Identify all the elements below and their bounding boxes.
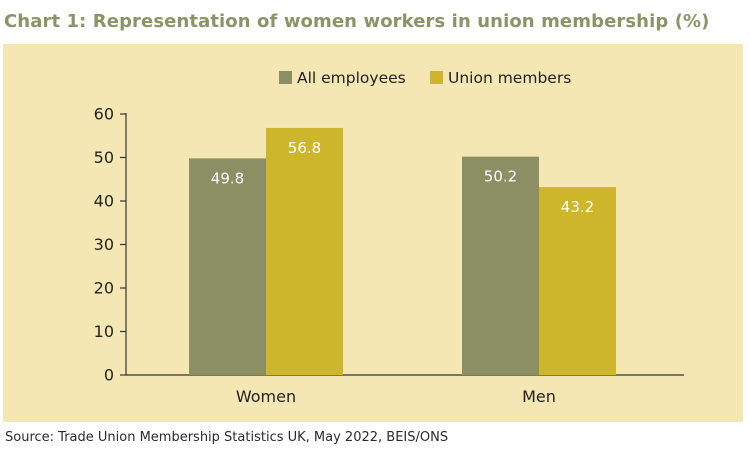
y-tick-label: 10 — [94, 322, 114, 341]
data-label: 43.2 — [561, 198, 594, 216]
y-tick-label: 50 — [94, 148, 114, 167]
y-tick-label: 30 — [94, 235, 114, 254]
bar-all-employees-women — [189, 158, 266, 375]
category-labels: Women Men — [236, 387, 556, 406]
source-note: Source: Trade Union Membership Statistic… — [5, 430, 449, 445]
y-tick-label: 0 — [104, 366, 114, 385]
bar-all-employees-men — [462, 156, 539, 375]
y-tick-label: 60 — [94, 105, 114, 124]
category-label-men: Men — [522, 387, 556, 406]
y-tick-label: 40 — [94, 192, 114, 211]
legend-swatch — [430, 71, 443, 84]
y-tick-label: 20 — [94, 279, 114, 298]
data-label: 50.2 — [484, 168, 517, 186]
legend-label: All employees — [297, 69, 406, 87]
chart-title: Chart 1: Representation of women workers… — [4, 11, 710, 32]
data-label: 49.8 — [211, 169, 244, 187]
data-label: 56.8 — [288, 139, 321, 157]
bar-union-members-men — [539, 187, 616, 375]
legend-label: Union members — [448, 69, 571, 87]
bars — [189, 127, 616, 375]
legend-swatch — [279, 71, 292, 84]
legend: All employees Union members — [279, 69, 571, 87]
chart-panel: 0 10 20 30 40 50 60 49.8 56.8 50.2 43.2 Women Men … — [3, 44, 743, 422]
y-ticks: 0 10 20 30 40 50 60 — [94, 105, 126, 385]
category-label-women: Women — [236, 387, 296, 406]
bar-union-members-women — [266, 127, 343, 375]
data-labels: 49.8 56.8 50.2 43.2 — [211, 139, 594, 216]
